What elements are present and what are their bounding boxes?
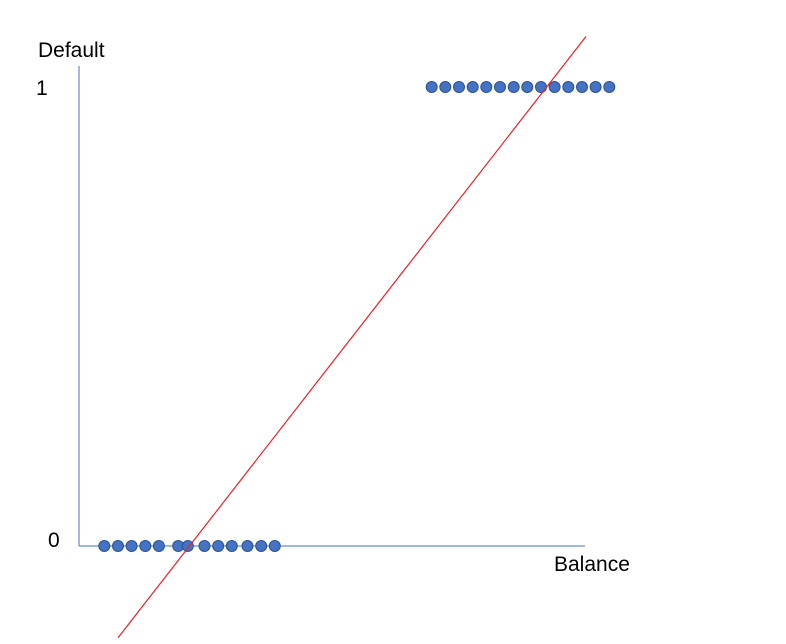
- data-point-no-default-4: [152, 540, 165, 552]
- data-point-no-default-8: [212, 540, 225, 552]
- x-axis-label: Balance: [554, 553, 630, 576]
- data-point-no-default-3: [139, 540, 152, 552]
- data-point-default-24: [576, 81, 588, 93]
- trend-line-layer: [117, 36, 587, 639]
- y-axis-label: Default: [38, 39, 105, 62]
- data-point-no-default-11: [255, 540, 268, 552]
- data-points: [98, 81, 616, 552]
- data-point-default-25: [589, 81, 602, 93]
- data-point-no-default-2: [125, 540, 138, 552]
- data-point-default-19: [507, 81, 520, 93]
- y-tick-label-1: 1: [36, 77, 48, 100]
- data-point-default-18: [494, 81, 506, 93]
- data-point-no-default-7: [198, 540, 211, 552]
- data-point-no-default-1: [112, 540, 124, 552]
- data-point-no-default-6: [181, 540, 194, 552]
- data-point-default-22: [548, 81, 561, 93]
- data-point-default-15: [453, 81, 465, 93]
- data-point-default-17: [480, 81, 493, 93]
- data-point-default-13: [425, 81, 438, 93]
- data-point-no-default-0: [98, 540, 111, 552]
- data-point-no-default-9: [225, 540, 238, 552]
- data-point-no-default-10: [241, 540, 254, 552]
- data-point-default-21: [535, 81, 547, 93]
- linear-fit-line: [117, 36, 587, 639]
- data-point-default-26: [603, 81, 616, 93]
- data-point-no-default-12: [268, 540, 281, 552]
- y-tick-label-0: 0: [48, 529, 60, 552]
- data-point-default-23: [562, 81, 575, 93]
- data-point-default-14: [439, 81, 452, 93]
- data-point-default-20: [521, 81, 534, 93]
- data-point-default-16: [466, 81, 479, 93]
